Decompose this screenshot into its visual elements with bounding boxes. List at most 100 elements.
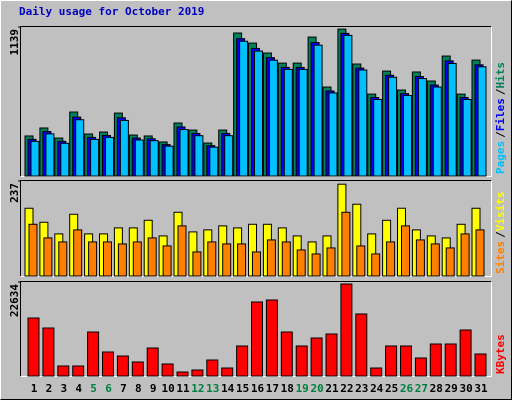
bar: [326, 247, 336, 277]
bar: [207, 241, 217, 277]
bar: [340, 283, 353, 377]
x-tick-label: 13: [206, 382, 219, 395]
bar: [60, 142, 70, 177]
x-tick-label: 29: [445, 382, 458, 395]
bar: [460, 233, 470, 277]
bar: [343, 34, 353, 177]
bar: [87, 331, 100, 377]
x-tick-label: 7: [120, 382, 127, 395]
legend: Pages/Files/Hits: [494, 62, 507, 174]
x-tick-label: 1: [31, 382, 38, 395]
bar: [73, 229, 83, 277]
legend-separator: /: [494, 231, 507, 238]
x-tick-label: 15: [236, 382, 249, 395]
bar: [459, 329, 472, 377]
bar: [28, 223, 38, 277]
bar: [90, 138, 100, 177]
bar: [192, 251, 202, 277]
bar: [191, 369, 204, 377]
bar: [209, 146, 219, 177]
bar: [45, 133, 55, 177]
bar: [432, 86, 442, 177]
y-tick-label: 1139: [8, 29, 21, 56]
bar: [414, 357, 427, 377]
bar: [266, 239, 276, 277]
x-tick-label: 16: [251, 382, 265, 395]
bar: [429, 343, 442, 377]
x-tick-label: 5: [90, 382, 97, 395]
x-tick-label: 4: [75, 382, 82, 395]
bar: [236, 345, 249, 377]
bar: [415, 239, 425, 277]
bar: [42, 327, 55, 377]
bar: [445, 247, 455, 277]
bar: [265, 299, 278, 377]
bar: [179, 129, 189, 177]
x-tick-label: 8: [135, 382, 142, 395]
bar: [149, 140, 159, 177]
bar: [146, 347, 159, 377]
x-tick-label: 10: [161, 382, 174, 395]
bar: [119, 119, 129, 177]
bar: [132, 241, 142, 277]
x-tick-label: 11: [176, 382, 190, 395]
bar: [296, 249, 306, 277]
bar: [447, 62, 457, 177]
x-tick-label: 25: [385, 382, 398, 395]
bar: [58, 241, 68, 277]
bar: [162, 245, 172, 277]
x-tick-label: 14: [221, 382, 235, 395]
bar: [400, 345, 412, 377]
legend-entry: KBytes: [494, 334, 507, 374]
bar: [105, 136, 114, 177]
chart-title: Daily usage for October 2019: [19, 5, 204, 18]
bar: [131, 361, 144, 377]
bar: [221, 367, 234, 377]
x-tick-label: 19: [296, 382, 309, 395]
bar: [30, 140, 40, 177]
bar: [252, 251, 261, 277]
bar: [72, 365, 85, 377]
bar: [177, 225, 187, 277]
bar: [356, 245, 366, 277]
legend-separator: /: [494, 131, 507, 138]
legend-entry: Visits: [494, 192, 507, 232]
bar: [298, 68, 308, 177]
legend-separator: /: [494, 88, 507, 95]
bar: [88, 241, 98, 277]
x-tick-label: 6: [105, 382, 112, 395]
bar: [462, 98, 472, 177]
panel-frame: [20, 281, 492, 377]
bar: [280, 331, 293, 377]
legend: Sites /Visits: [494, 192, 507, 275]
bar: [251, 301, 263, 377]
x-tick-label: 20: [310, 382, 323, 395]
bar: [27, 317, 40, 377]
bar: [194, 135, 204, 177]
x-tick-label: 30: [459, 382, 472, 395]
bar: [477, 66, 487, 177]
bar: [116, 355, 129, 377]
bar: [475, 229, 485, 277]
bar: [237, 243, 247, 277]
bar: [283, 68, 293, 177]
x-tick-label: 24: [370, 382, 384, 395]
bar: [313, 44, 323, 177]
bar: [103, 241, 112, 277]
bar: [388, 76, 398, 177]
bar: [295, 345, 308, 377]
x-tick-label: 18: [281, 382, 294, 395]
bar: [75, 119, 85, 177]
x-tick-label: 28: [430, 382, 443, 395]
bar: [102, 351, 114, 377]
x-tick-label: 9: [150, 382, 157, 395]
bar: [281, 241, 291, 277]
bar: [147, 237, 157, 277]
bar: [57, 365, 70, 377]
x-tick-label: 23: [355, 382, 368, 395]
bar: [239, 40, 249, 177]
bar: [385, 345, 398, 377]
legend-entry: Hits: [494, 62, 507, 89]
